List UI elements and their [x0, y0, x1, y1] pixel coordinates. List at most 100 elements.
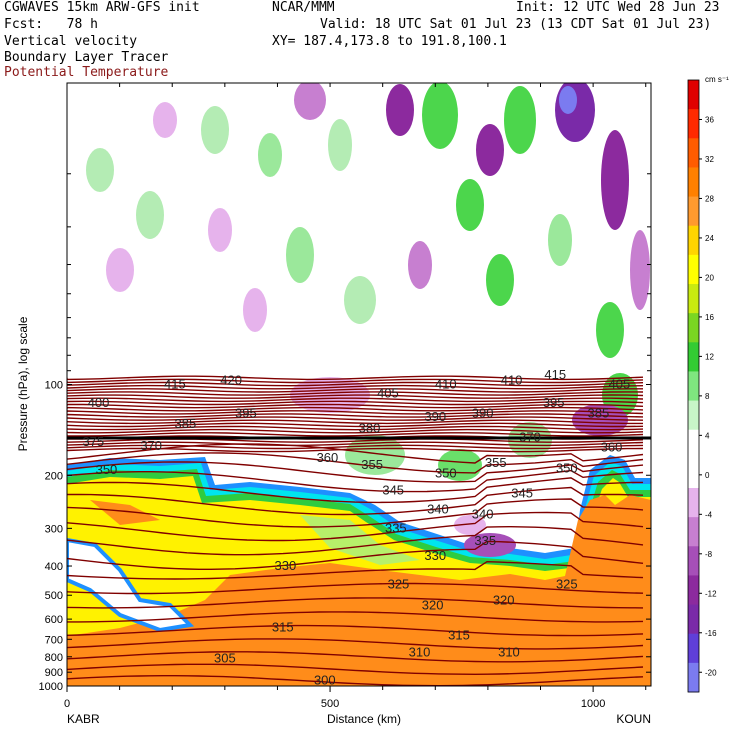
w-downdraft-blob: [464, 533, 516, 557]
theta-label: 390: [424, 409, 446, 424]
theta-label: 360: [601, 440, 623, 455]
w-updraft-blob: [258, 133, 282, 177]
y-axis-label: Pressure (hPa), log scale: [16, 316, 30, 451]
model-title: CGWAVES 15km ARW-GFS init: [4, 0, 200, 15]
y-tick-label: 100: [45, 380, 63, 392]
theta-label: 375: [82, 434, 104, 449]
theta-label: 330: [424, 548, 446, 563]
colorbar-tick-label: -20: [705, 668, 717, 677]
colorbar-swatch: [688, 167, 699, 198]
colorbar-unit: cm s⁻¹: [705, 75, 729, 84]
theta-contour: [67, 394, 644, 399]
colorbar-swatch: [688, 546, 699, 576]
potential-temperature-labels: 415 420 410 410 415 405 400 405 395 395 385 390 390 3…: [82, 367, 630, 686]
w-downdraft-blob: [555, 83, 595, 142]
theta-label: 310: [498, 645, 520, 660]
colorbar-tick-label: 20: [705, 273, 714, 282]
colorbar-tick-label: -12: [705, 589, 717, 598]
theta-contour: [67, 391, 644, 396]
theta-contour: [67, 624, 644, 637]
theta-label: 320: [422, 597, 444, 612]
theta-label: 415: [164, 377, 186, 392]
w-updraft-blob: [136, 191, 164, 239]
theta-label: 410: [501, 373, 523, 388]
theta-label: 395: [543, 395, 565, 410]
theta-label: 355: [361, 457, 383, 472]
x-tick-label: 0: [64, 698, 70, 710]
colorbar-swatch: [688, 662, 699, 693]
x-axis: 0 500 1000: [64, 83, 647, 710]
theta-contour: [67, 403, 644, 409]
theta-contour: [67, 461, 644, 483]
colorbar-swatch: [688, 604, 699, 635]
theta-label: 330: [274, 558, 296, 573]
init-time: Init: 12 UTC Wed 28 Jun 23: [516, 0, 720, 15]
colorbar-tick-label: 16: [705, 313, 714, 322]
y-tick-label: 800: [45, 652, 63, 664]
valid-time: Valid: 18 UTC Sat 01 Jul 23 (13 CDT Sat …: [320, 17, 712, 32]
colorbar-tick-label: 28: [705, 194, 714, 203]
theta-label: 310: [409, 645, 431, 660]
y-tick-label: 700: [45, 634, 63, 646]
theta-contour: [67, 444, 644, 450]
colorbar-tick-label: 0: [705, 471, 710, 480]
theta-label: 360: [317, 450, 339, 465]
theta-label: 350: [556, 461, 578, 476]
colorbar-tick-label: -8: [705, 550, 713, 559]
w-downdraft-blob: [386, 84, 414, 136]
theta-contour: [67, 388, 643, 393]
y-tick-label: 600: [45, 614, 63, 626]
theta-contour: [67, 651, 644, 663]
colorbar-swatch: [688, 138, 699, 168]
theta-contour: [67, 486, 644, 516]
colorbar-swatch: [688, 225, 699, 256]
theta-contour: [67, 384, 644, 390]
theta-contour: [67, 560, 644, 580]
theta-label: 415: [544, 367, 566, 382]
theta-label: 370: [140, 438, 162, 453]
theta-contour: [67, 432, 644, 437]
theta-label: 390: [472, 406, 494, 421]
theta-label: 370: [519, 430, 541, 445]
theta-contour: [67, 477, 644, 504]
theta-contour: [67, 400, 644, 406]
x-tick-label: 500: [321, 698, 339, 710]
plot-area: 415 420 410 410 415 405 400 405 395 395 385 390 390 3…: [67, 83, 651, 686]
organization: NCAR/MMM: [272, 0, 335, 15]
theta-label: 335: [385, 520, 407, 535]
theta-contour: [67, 378, 644, 384]
theta-contour: [67, 441, 644, 447]
theta-label: 420: [220, 373, 242, 388]
theta-label: 345: [511, 486, 533, 501]
theta-contour: [67, 438, 644, 443]
theta-contour: [67, 525, 644, 556]
y-axis: 100 200 300 400 500 600 700 800 900 1000: [39, 173, 651, 693]
theta-contour: [67, 452, 644, 474]
y-tick-label: 1000: [39, 681, 63, 693]
y-tick-label: 300: [45, 523, 63, 535]
colorbar-tick-label: 36: [705, 115, 714, 124]
theta-contour: [67, 425, 644, 431]
colorbar-tick-label: 8: [705, 392, 710, 401]
w-updraft-blob: [596, 302, 624, 358]
colorbar-swatch: [688, 488, 699, 518]
colorbar-swatch: [688, 109, 699, 139]
y-tick-label: 400: [45, 561, 63, 573]
theta-contour: [67, 428, 644, 434]
left-endpoint-label: KABR: [67, 712, 100, 726]
colorbar-swatch: [688, 400, 699, 431]
w-updraft-blob: [201, 106, 229, 154]
theta-label: 410: [435, 377, 457, 392]
theta-contour: [67, 447, 644, 453]
theta-contour: [67, 410, 644, 415]
w-updraft-blob: [486, 254, 514, 306]
w-downdraft-blob: [408, 241, 432, 289]
theta-label: 325: [388, 576, 410, 591]
colorbar-swatch: [688, 196, 699, 227]
theta-label: 350: [435, 465, 457, 480]
theta-contour: [67, 511, 644, 542]
tracer-orange-region: [67, 495, 651, 686]
theta-label: 345: [382, 483, 404, 498]
w-downdraft-blob: [601, 130, 629, 230]
colorbar-swatch: [688, 429, 699, 460]
